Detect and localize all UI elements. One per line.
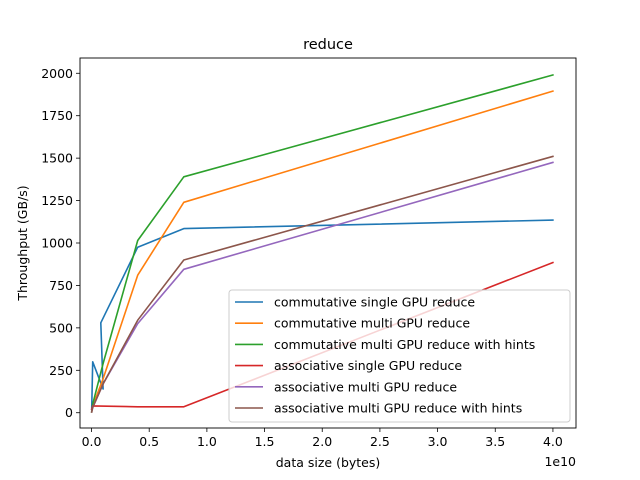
- y-tick-label: 500: [49, 320, 73, 335]
- x-axis: 0.0 0.5 1.0 1.5 2.0 2.5 3.0 3.5 4.0: [82, 428, 563, 449]
- x-tick-label: 3.5: [485, 434, 505, 449]
- legend: commutative single GPU reduce commutative…: [228, 289, 571, 423]
- x-tick-label: 2.5: [370, 434, 390, 449]
- series-lines: [90, 74, 554, 413]
- x-tick-label: 2.0: [312, 434, 332, 449]
- x-tick-label: 4.0: [543, 434, 563, 449]
- x-tick-label: 0.5: [139, 434, 159, 449]
- y-axis-label: Throughput (GB/s): [15, 185, 30, 301]
- y-tick-label: 750: [49, 278, 73, 293]
- y-tick-label: 1250: [41, 193, 73, 208]
- y-tick-label: 0: [65, 405, 73, 420]
- x-axis-label: data size (bytes): [276, 455, 381, 470]
- x-tick-label: 1.5: [255, 434, 275, 449]
- y-tick-label: 1750: [41, 108, 73, 123]
- y-tick-label: 1000: [41, 236, 73, 251]
- series-line-6: [90, 155, 554, 413]
- legend-label: associative multi GPU reduce: [274, 379, 457, 394]
- chart-title: reduce: [303, 37, 353, 53]
- legend-label: commutative multi GPU reduce: [274, 316, 470, 331]
- legend-label: associative multi GPU reduce with hints: [274, 401, 522, 416]
- y-tick-label: 2000: [41, 66, 73, 81]
- legend-box: [228, 289, 571, 423]
- legend-label: commutative multi GPU reduce with hints: [274, 337, 535, 352]
- y-axis: 0 250 500 750 1000 1250 1500 1750 2000: [41, 66, 80, 420]
- x-tick-label: 3.0: [428, 434, 448, 449]
- y-tick-label: 1500: [41, 151, 73, 166]
- series-line-1: [90, 219, 554, 411]
- x-tick-label: 0.0: [82, 434, 102, 449]
- legend-label: associative single GPU reduce: [274, 358, 462, 373]
- y-tick-label: 250: [49, 363, 73, 378]
- x-axis-offset-label: 1e10: [544, 454, 576, 469]
- legend-label: commutative single GPU reduce: [274, 295, 475, 310]
- x-tick-label: 1.0: [197, 434, 217, 449]
